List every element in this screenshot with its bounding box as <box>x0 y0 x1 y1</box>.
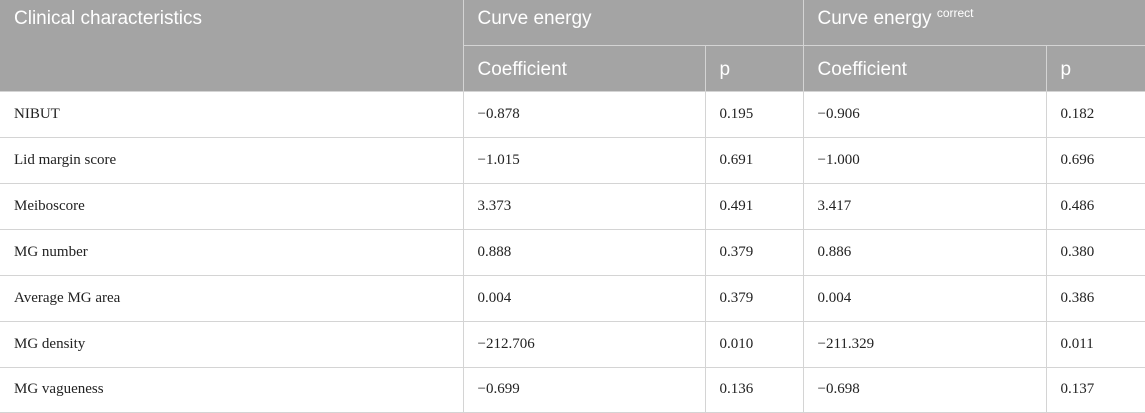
table-row: Average MG area 0.004 0.379 0.004 0.386 <box>0 274 1145 322</box>
row-label: Meiboscore <box>0 182 464 230</box>
header-curve-energy-correct-label: Curve energy <box>817 8 932 29</box>
header-clinical-characteristics: Clinical characteristics <box>0 0 464 92</box>
table-row: MG number 0.888 0.379 0.886 0.380 <box>0 228 1145 276</box>
curve-energy-correct-p: 0.386 <box>1045 274 1145 322</box>
curve-energy-p: 0.195 <box>704 90 804 138</box>
table-header: Clinical characteristics Curve energy Cu… <box>0 0 1145 92</box>
header-coefficient: Coefficient <box>463 45 706 92</box>
curve-energy-correct-coefficient: 0.004 <box>802 274 1047 322</box>
curve-energy-correct-p: 0.696 <box>1045 136 1145 184</box>
curve-energy-p: 0.379 <box>704 228 804 276</box>
curve-energy-correct-coefficient: −1.000 <box>802 136 1047 184</box>
table-row: Lid margin score −1.015 0.691 −1.000 0.6… <box>0 136 1145 184</box>
curve-energy-p: 0.010 <box>704 320 804 368</box>
curve-energy-correct-coefficient: −0.698 <box>802 366 1047 413</box>
header-curve-energy-label: Curve energy <box>477 8 592 29</box>
curve-energy-coefficient: 0.004 <box>462 274 706 322</box>
curve-energy-coefficient: −0.878 <box>462 90 706 138</box>
curve-energy-correct-p: 0.380 <box>1045 228 1145 276</box>
curve-energy-correct-p: 0.011 <box>1045 320 1145 368</box>
curve-energy-p: 0.491 <box>704 182 804 230</box>
row-label: MG number <box>0 228 464 276</box>
header-row-1: Clinical characteristics Curve energy Cu… <box>0 0 1145 92</box>
header-row-2: Coefficient p Coefficient p <box>0 45 1145 92</box>
curve-energy-coefficient: 3.373 <box>462 182 706 230</box>
table-row: MG vagueness −0.699 0.136 −0.698 0.137 <box>0 366 1145 413</box>
curve-energy-p: 0.136 <box>704 366 804 413</box>
curve-energy-correct-coefficient: −211.329 <box>802 320 1047 368</box>
table-row: NIBUT −0.878 0.195 −0.906 0.182 <box>0 90 1145 138</box>
row-label: Average MG area <box>0 274 464 322</box>
curve-energy-correct-coefficient: 0.886 <box>802 228 1047 276</box>
curve-energy-correct-p: 0.182 <box>1045 90 1145 138</box>
curve-energy-coefficient: −0.699 <box>462 366 706 413</box>
curve-energy-correct-coefficient: −0.906 <box>802 90 1047 138</box>
curve-energy-correct-coefficient: 3.417 <box>802 182 1047 230</box>
row-label: NIBUT <box>0 90 464 138</box>
curve-energy-correct-p: 0.137 <box>1045 366 1145 413</box>
curve-energy-p: 0.379 <box>704 274 804 322</box>
row-label: MG vagueness <box>0 366 464 413</box>
curve-energy-coefficient: −1.015 <box>462 136 706 184</box>
curve-energy-p: 0.691 <box>704 136 804 184</box>
header-correct-superscript: correct <box>936 6 974 20</box>
curve-energy-coefficient: 0.888 <box>462 228 706 276</box>
table-body: NIBUT −0.878 0.195 −0.906 0.182 Lid marg… <box>0 90 1145 413</box>
row-label: Lid margin score <box>0 136 464 184</box>
curve-energy-correct-p: 0.486 <box>1045 182 1145 230</box>
table-row: Meiboscore 3.373 0.491 3.417 0.486 <box>0 182 1145 230</box>
curve-energy-coefficient: −212.706 <box>462 320 706 368</box>
header-curve-energy: Curve energy <box>462 0 804 46</box>
header-p-correct: p <box>1045 45 1145 92</box>
row-label: MG density <box>0 320 464 368</box>
header-p: p <box>704 45 804 92</box>
header-coefficient-correct: Coefficient <box>802 45 1047 92</box>
header-curve-energy-correct: Curve energy correct <box>802 0 1145 46</box>
table-row: MG density −212.706 0.010 −211.329 0.011 <box>0 320 1145 368</box>
